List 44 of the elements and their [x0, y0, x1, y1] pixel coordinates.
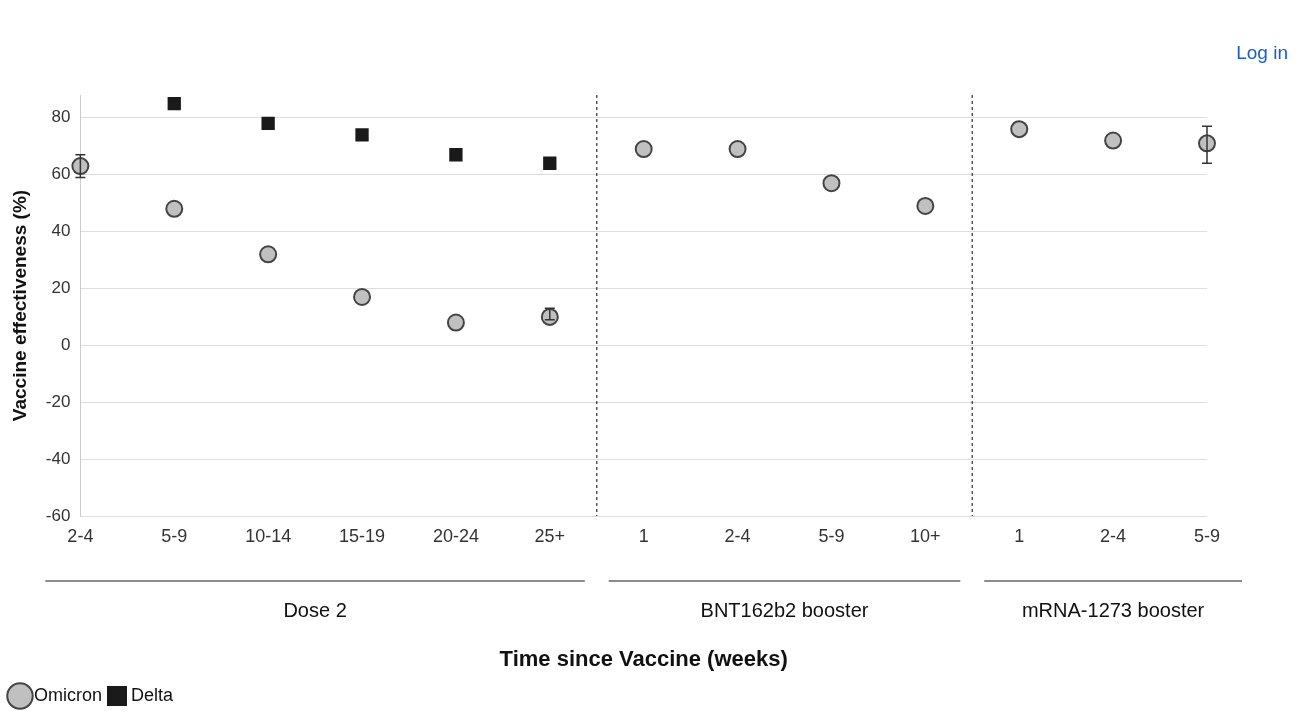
x-tick-label: 5-9 [161, 525, 188, 546]
x-tick-label: 2-4 [1100, 525, 1127, 546]
y-tick-label: 0 [60, 335, 71, 355]
y-tick-label: 20 [51, 278, 71, 298]
point [449, 148, 463, 162]
x-tick-label: 2-4 [724, 525, 751, 546]
x-tick-label: 1 [638, 525, 649, 546]
point [822, 174, 841, 193]
y-tick-label: -40 [45, 448, 71, 468]
y-tick-label: 40 [51, 221, 71, 241]
y-tick-label: 80 [51, 107, 71, 127]
x-tick-label: 5-9 [818, 525, 845, 546]
x-axis-title: Time since Vaccine (weeks) [499, 645, 788, 671]
point [634, 140, 653, 159]
x-tick-label: 1 [1014, 525, 1025, 546]
text: mRNA-1273 booster [1021, 598, 1205, 621]
point [1010, 120, 1029, 139]
y-tick-label: 60 [51, 164, 71, 184]
x-tick-label: 20-24 [432, 525, 479, 546]
text: BNT162b2 booster [700, 598, 869, 621]
point [446, 313, 465, 332]
x-tick-label: 25+ [534, 525, 566, 546]
x-tick-label: 5-9 [1193, 525, 1221, 546]
point [1104, 131, 1123, 150]
y-axis-title: Vaccine effectiveness (%) [8, 189, 30, 422]
point [165, 199, 184, 218]
text: Log in [1236, 42, 1288, 64]
x-tick-label: 10-14 [245, 525, 292, 546]
point [916, 196, 935, 215]
legend-label: Delta [131, 684, 175, 705]
point [543, 156, 557, 170]
x-tick-label: 10+ [910, 525, 941, 546]
point [728, 140, 747, 159]
point [261, 116, 275, 131]
point [167, 96, 181, 111]
x-tick-label: 15-19 [339, 525, 386, 546]
point [259, 245, 278, 264]
y-tick-label: -60 [45, 505, 71, 525]
legend-label: Omicron [34, 684, 103, 705]
point [355, 128, 369, 142]
x-tick-label: 2-4 [67, 525, 94, 546]
text: Dose 2 [283, 598, 347, 621]
point [353, 287, 372, 306]
y-tick-label: -20 [45, 391, 71, 411]
